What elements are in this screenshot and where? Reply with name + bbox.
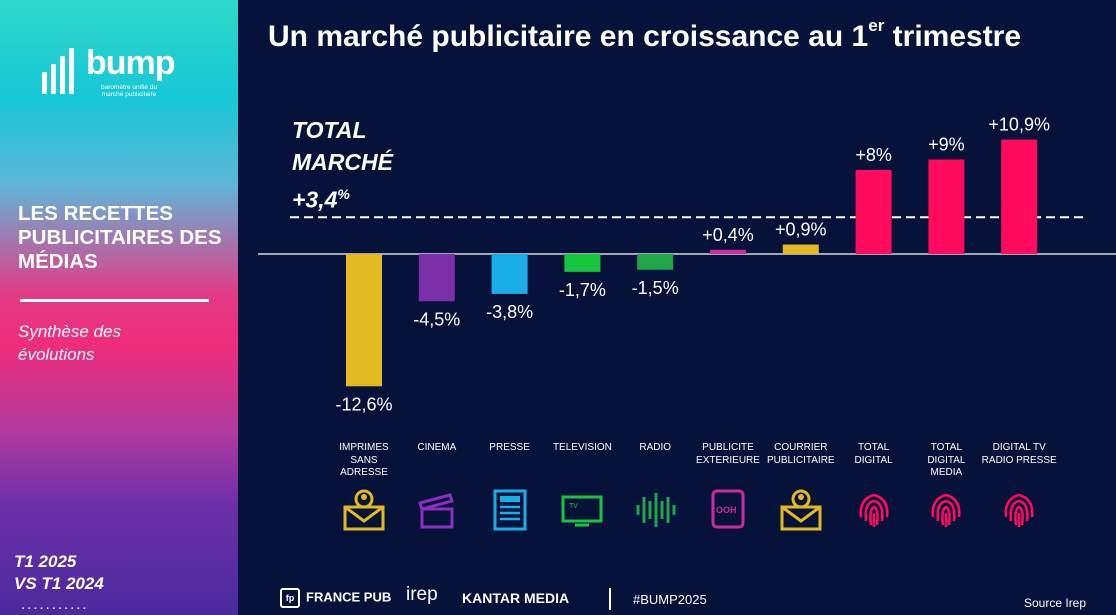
francepub-logo: fp FRANCE PUB	[280, 588, 391, 608]
value-label-1: -4,5%	[413, 309, 460, 329]
total-market-label: TOTAL MARCHÉ +3,4%	[292, 114, 393, 216]
category-label-4: RADIO	[639, 442, 672, 453]
newspaper-icon	[493, 489, 527, 531]
title-main: Un marché publicitaire en croissance au …	[268, 20, 869, 53]
value-label-4: -1,5%	[632, 278, 679, 298]
bump-logo-bars-icon	[42, 48, 74, 94]
fingerprint-icon	[931, 493, 961, 527]
sidebar: bump baromètre unifié du marché publicit…	[0, 0, 238, 615]
value-label-9: +10,9%	[988, 115, 1050, 135]
person-envelope-icon	[780, 489, 822, 531]
value-label-2: -3,8%	[486, 302, 533, 322]
period-label: T1 2025 VS T1 2024	[14, 551, 104, 595]
sidebar-title: LES RECETTES PUBLICITAIRES DES MÉDIAS	[18, 202, 222, 273]
francepub-text: FRANCE PUB	[306, 589, 392, 605]
bar-5	[710, 249, 746, 254]
francepub-icon: fp	[280, 588, 300, 608]
bar-0	[346, 254, 382, 387]
category-label-1: CINEMA	[417, 442, 457, 453]
bar-6	[782, 244, 819, 254]
value-label-0: -12,6%	[335, 394, 392, 414]
title-superscript: er	[868, 16, 885, 35]
bar-chart: -12,6% -4,5% -3,8% -1,7% -1,5% +0,4% +0,9% +8% +…	[258, 115, 1116, 414]
ooh-billboard-icon: OOH	[711, 489, 745, 529]
svg-text:OOH: OOH	[716, 505, 737, 515]
source-label: Source Irep	[1024, 596, 1087, 610]
period-line-1: T1 2025	[14, 552, 77, 571]
fingerprint-icon	[859, 493, 889, 527]
decorative-dots: ▪▪▪▪▪▪▪▪▪▪▪	[22, 606, 90, 612]
category-label-0: IMPRIMES SANS ADRESSE	[339, 442, 389, 478]
bar-1	[418, 254, 455, 302]
value-label-3: -1,7%	[559, 280, 606, 300]
svg-text:TV: TV	[569, 503, 578, 510]
page-title: Un marché publicitaire en croissance au …	[268, 16, 1022, 54]
fingerprint-icon	[1004, 493, 1034, 527]
total-value-unit: %	[337, 186, 350, 202]
value-label-5: +0,4%	[702, 225, 754, 245]
logo-subtitle: baromètre unifié du marché publicitaire	[100, 84, 157, 98]
category-label-6: COURRIER PUBLICITAIRE	[766, 442, 835, 466]
value-label-6: +0,9%	[775, 220, 827, 240]
bar-8	[928, 159, 965, 254]
sidebar-divider	[20, 299, 209, 302]
bar-3	[564, 254, 601, 272]
category-label-7: TOTAL DIGITAL	[854, 442, 893, 466]
total-value: +3,4%	[292, 178, 393, 216]
kantar-logo: KANTAR MEDIA	[462, 590, 570, 606]
total-value-number: +3,4	[292, 186, 338, 213]
period-line-2: VS T1 2024	[14, 574, 104, 593]
bar-7	[855, 170, 892, 254]
category-label-5: PUBLICITE EXTERIEURE	[696, 442, 760, 466]
clapperboard-icon	[417, 493, 454, 529]
bump-logo	[42, 48, 74, 94]
tv-icon: TV	[561, 495, 603, 527]
total-line-2: MARCHÉ	[292, 149, 393, 175]
total-line-1: TOTAL	[292, 117, 367, 143]
bar-9	[1001, 139, 1038, 254]
main-panel: Un marché publicitaire en croissance au …	[238, 0, 1116, 615]
radio-wave-icon	[636, 493, 676, 527]
category-label-2: PRESSE	[489, 442, 530, 453]
category-label-9: DIGITAL TV RADIO PRESSE	[981, 442, 1057, 466]
value-label-8: +9%	[928, 135, 965, 155]
irep-logo: irep	[406, 584, 438, 605]
category-label-8: TOTAL DIGITAL MEDIA	[927, 442, 966, 478]
logo-word: bump	[86, 44, 176, 82]
title-end: trimestre	[884, 20, 1022, 53]
sidebar-subtitle: Synthèse des évolutions	[18, 322, 122, 364]
footer-divider	[609, 588, 611, 610]
bar-2	[491, 254, 528, 294]
bar-4	[637, 254, 674, 270]
person-envelope-icon	[343, 489, 385, 531]
category-label-3: TELEVISION	[552, 442, 612, 453]
value-label-7: +8%	[855, 145, 892, 165]
hashtag: #BUMP2025	[633, 592, 707, 607]
